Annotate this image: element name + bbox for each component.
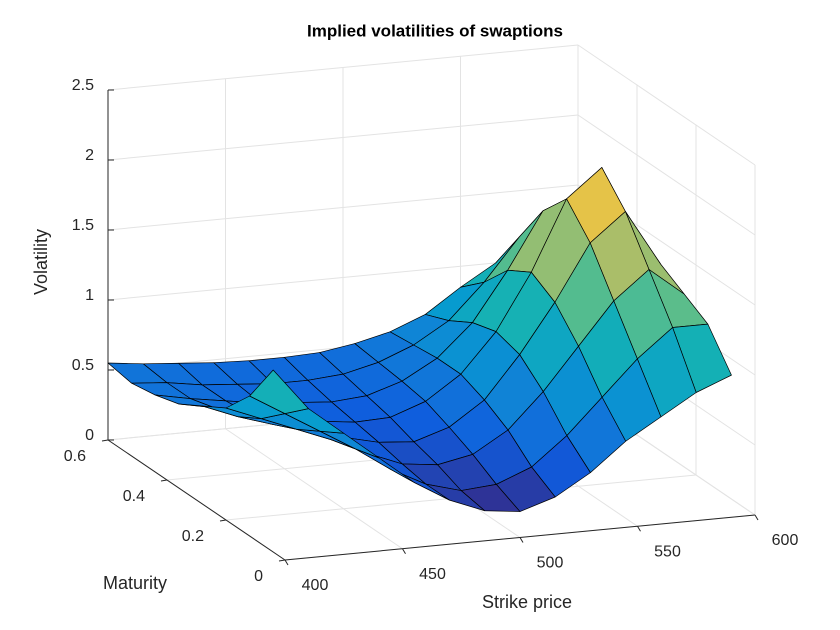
z-tick-label: 1.5 [72, 217, 94, 234]
grid-line [107, 114, 579, 161]
z-axis-label: Volatility [31, 229, 51, 295]
surface-patch [249, 369, 309, 414]
z-tick-label: 2 [85, 147, 94, 164]
x-tick-label: 500 [537, 555, 564, 572]
x-tick-label: 400 [302, 577, 329, 594]
y-tick-label: 0.4 [123, 488, 145, 505]
grid-line [577, 44, 756, 166]
tick-mark [284, 559, 289, 566]
z-tick-label: 2.5 [72, 77, 94, 94]
tick-mark [101, 439, 109, 442]
z-tick-label: 0 [85, 427, 94, 444]
x-axis-label: Strike price [482, 592, 572, 612]
z-tick-label: 0.5 [72, 357, 94, 374]
tick-mark [278, 559, 286, 562]
x-tick-label: 600 [772, 532, 799, 549]
x-tick-label: 550 [654, 543, 681, 560]
grid-line [225, 428, 403, 550]
z-tick-label: 1 [85, 287, 94, 304]
chart-title: Implied volatilities of swaptions [307, 21, 563, 40]
tick-mark [160, 479, 168, 482]
y-tick-label: 0 [254, 568, 263, 585]
grid-line [107, 44, 579, 91]
grid-line [107, 184, 579, 231]
y-axis-line [107, 439, 286, 561]
tick-mark [402, 548, 406, 555]
x-tick-label: 450 [419, 566, 446, 583]
y-tick-label: 0.6 [64, 448, 86, 465]
grid-line [577, 114, 756, 236]
tick-mark [754, 514, 759, 521]
y-axis-label: Maturity [103, 573, 167, 593]
tick-mark [219, 519, 227, 522]
tick-mark [637, 525, 641, 532]
tick-mark [519, 537, 524, 543]
y-tick-label: 0.2 [182, 528, 204, 545]
